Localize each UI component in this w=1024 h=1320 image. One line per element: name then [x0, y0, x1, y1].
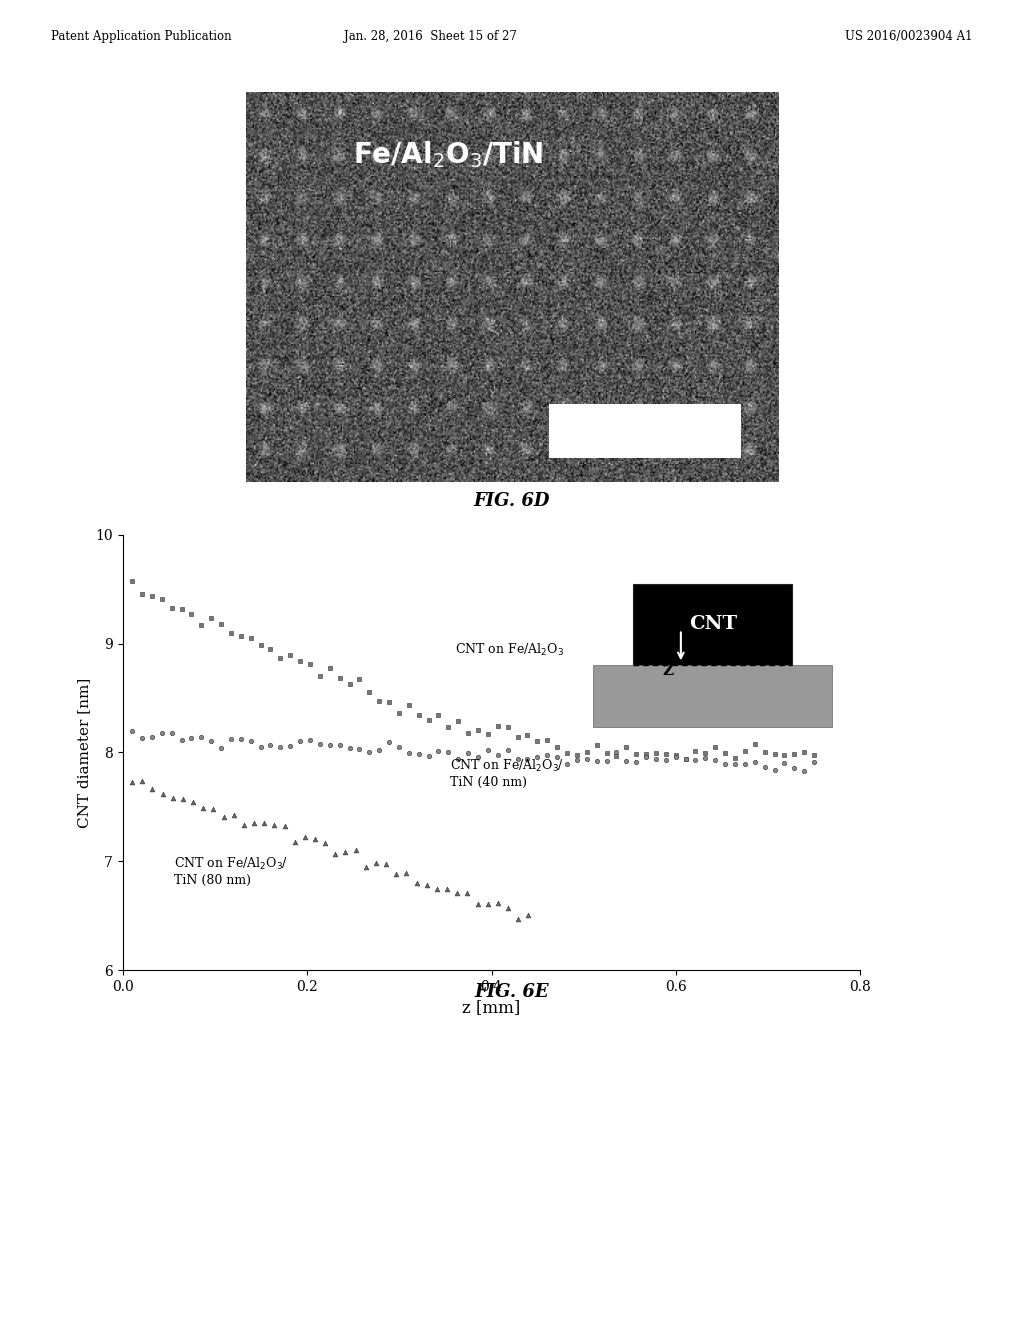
Text: Patent Application Publication: Patent Application Publication [51, 30, 231, 44]
Text: Jan. 28, 2016  Sheet 15 of 27: Jan. 28, 2016 Sheet 15 of 27 [344, 30, 516, 44]
Text: CNT on Fe/Al$_2$O$_3$: CNT on Fe/Al$_2$O$_3$ [455, 643, 563, 659]
Text: FIG. 6D: FIG. 6D [474, 492, 550, 511]
Text: Fe/Al$_2$O$_3$/TiN: Fe/Al$_2$O$_3$/TiN [353, 139, 544, 170]
Text: FIG. 6E: FIG. 6E [475, 983, 549, 1002]
Y-axis label: CNT diameter [nm]: CNT diameter [nm] [78, 677, 91, 828]
X-axis label: z [mm]: z [mm] [463, 999, 520, 1016]
Bar [549, 404, 741, 458]
Text: US 2016/0023904 A1: US 2016/0023904 A1 [845, 30, 973, 44]
Text: CNT on Fe/Al$_2$O$_3$/
TiN (40 nm): CNT on Fe/Al$_2$O$_3$/ TiN (40 nm) [450, 758, 564, 789]
Text: CNT on Fe/Al$_2$O$_3$/
TiN (80 nm): CNT on Fe/Al$_2$O$_3$/ TiN (80 nm) [173, 855, 288, 887]
